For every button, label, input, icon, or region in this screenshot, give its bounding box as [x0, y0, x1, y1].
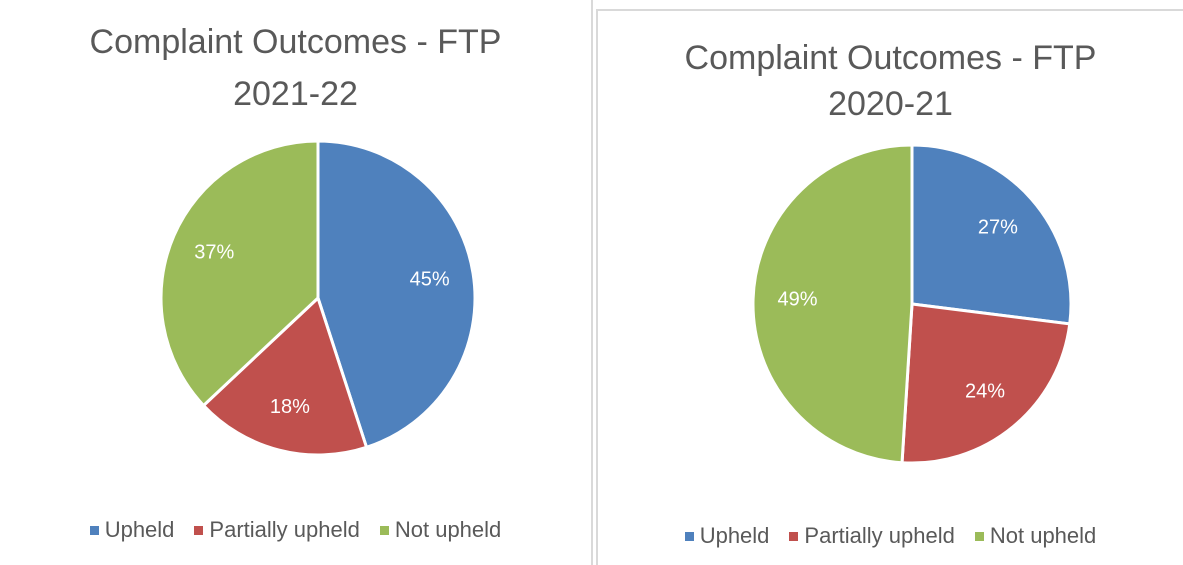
legend-swatch: [379, 525, 389, 535]
pie-slice: [910, 143, 1073, 326]
chart-title: Complaint Outcomes - FTP 2020-21: [684, 39, 1097, 123]
legend-swatch: [974, 531, 984, 541]
pie-slice: [201, 295, 369, 457]
chart-title: Complaint Outcomes - FTP 2021-22: [89, 23, 502, 113]
legend-swatch: [789, 531, 799, 541]
legend-item: Upheld: [89, 517, 175, 543]
data-label: 18%: [270, 396, 310, 418]
data-label: 37%: [194, 241, 234, 263]
legend-label: Partially upheld: [804, 523, 955, 548]
legend-item: Partially upheld: [789, 523, 955, 549]
legend-label: Not upheld: [394, 517, 502, 542]
legend-label: Upheld: [104, 517, 175, 542]
legend-swatch: [194, 525, 204, 535]
pie-slice: [159, 139, 320, 408]
pie-slice: [316, 139, 477, 450]
pie-area: 45% 18% 37%: [159, 139, 477, 457]
legend-swatch: [684, 531, 694, 541]
pie-area: 27% 24% 49%: [751, 143, 1073, 465]
chart-panel: Complaint Outcomes - FTP 2021-22 45% 18% 3…: [0, 0, 593, 565]
pie-slice: [751, 143, 914, 465]
legend-item: Upheld: [684, 523, 770, 549]
legend: Upheld Partially upheld Not upheld: [598, 523, 1183, 549]
legend-label: Not upheld: [989, 523, 1097, 548]
legend: Upheld Partially upheld Not upheld: [0, 517, 591, 543]
data-label: 24%: [965, 380, 1005, 402]
legend-label: Partially upheld: [209, 517, 360, 542]
data-label: 49%: [778, 289, 818, 311]
data-label: 27%: [978, 217, 1018, 239]
pie-slice: [900, 302, 1072, 465]
legend-item: Not upheld: [974, 523, 1097, 549]
data-label: 45%: [410, 269, 450, 291]
legend-item: Not upheld: [379, 517, 502, 543]
legend-swatch: [89, 525, 99, 535]
chart-panel: Complaint Outcomes - FTP 2020-21 27% 24% 4…: [596, 9, 1183, 565]
legend-item: Partially upheld: [194, 517, 360, 543]
legend-label: Upheld: [699, 523, 770, 548]
